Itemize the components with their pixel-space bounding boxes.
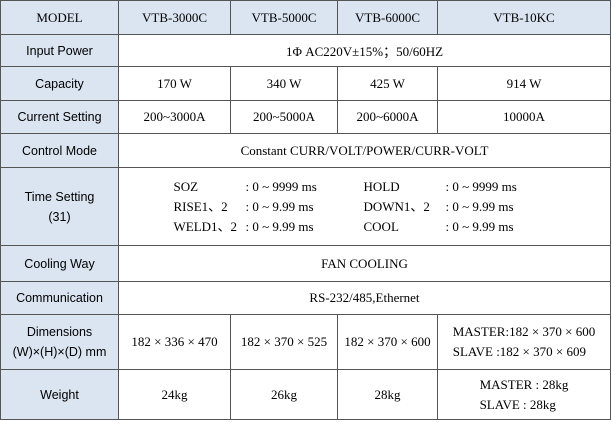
header-cell: VTB-5000C xyxy=(230,0,338,35)
row-label: Cooling Way xyxy=(0,245,119,282)
table-row: Dimensions (W)×(H)×(D) mm 182 × 336 × 470 1… xyxy=(0,314,611,370)
table-row: Input Power 1Φ AC220V±15%；50/60HZ xyxy=(0,34,611,67)
row-label: Control Mode xyxy=(0,133,119,168)
value-cell: Constant CURR/VOLT/POWER/CURR-VOLT xyxy=(118,133,611,168)
cell-line: SLAVE :182 × 370 × 609 xyxy=(452,344,586,359)
cell-line: MASTER : 28kg xyxy=(479,376,569,392)
value-cell: FAN COOLING xyxy=(118,245,611,282)
header-cell: VTB-3000C xyxy=(118,0,231,35)
table-row: Time Setting (31) SOZ : 0 ~ 9999 ms HOLD : 0 … xyxy=(0,167,611,246)
value-cell: 200~5000A xyxy=(230,100,338,134)
time-name: DOWN1、2 xyxy=(363,198,430,214)
time-range: : 0 ~ 9.99 ms xyxy=(445,218,514,234)
value-cell: MASTER : 28kg SLAVE : 28kg xyxy=(437,369,611,420)
label-line: Time Setting xyxy=(24,189,95,204)
value-cell: 200~3000A xyxy=(118,100,231,134)
time-range: : 0 ~ 9999 ms xyxy=(245,178,317,194)
cell-lines: MASTER : 28kg SLAVE : 28kg xyxy=(480,375,569,415)
value-cell: 10000A xyxy=(437,100,611,134)
value-cell: 182 × 370 × 600 xyxy=(337,314,438,370)
row-label: Input Power xyxy=(0,34,119,67)
value-cell: 340 W xyxy=(230,66,338,101)
table-row: Control Mode Constant CURR/VOLT/POWER/CUR… xyxy=(0,133,611,168)
row-label: Communication xyxy=(0,281,119,315)
table-row: Capacity 170 W 340 W 425 W 914 W xyxy=(0,66,611,101)
label-line: (31) xyxy=(48,209,71,224)
table-row: Cooling Way FAN COOLING xyxy=(0,245,611,282)
row-label: Dimensions (W)×(H)×(D) mm xyxy=(0,314,119,370)
value-cell: 24kg xyxy=(118,369,231,420)
label-line: (W)×(H)×(D) mm xyxy=(12,345,107,359)
value-cell: 182 × 370 × 525 xyxy=(230,314,338,370)
header-row: MODEL VTB-3000C VTB-5000C VTB-6000C VTB-10KC xyxy=(0,0,611,35)
row-label: Weight xyxy=(0,369,119,420)
value-cell: 170 W xyxy=(118,66,231,101)
time-name: SOZ xyxy=(173,178,199,194)
value-cell: SOZ : 0 ~ 9999 ms HOLD : 0 ~ 9999 ms RISE1、2… xyxy=(118,167,611,246)
time-name: HOLD xyxy=(363,178,400,194)
row-label: Current Setting xyxy=(0,100,119,134)
time-range: : 0 ~ 9.99 ms xyxy=(245,218,314,234)
cell-lines: MASTER:182 × 370 × 600 SLAVE :182 × 370 ×… xyxy=(453,322,596,362)
cell-line: SLAVE : 28kg xyxy=(479,396,556,412)
time-grid: SOZ : 0 ~ 9999 ms HOLD : 0 ~ 9999 ms RISE1、2… xyxy=(121,177,608,237)
value-cell: RS-232/485,Ethernet xyxy=(118,281,611,315)
value-cell: 914 W xyxy=(437,66,611,101)
time-range: : 0 ~ 9.99 ms xyxy=(245,198,314,214)
header-cell: MODEL xyxy=(0,0,119,35)
value-cell: 200~6000A xyxy=(337,100,438,134)
value-cell: 28kg xyxy=(337,369,438,420)
time-name: WELD1、2 xyxy=(173,218,238,234)
time-name: RISE1、2 xyxy=(173,198,228,214)
value-cell: MASTER:182 × 370 × 600 SLAVE :182 × 370 ×… xyxy=(437,314,611,370)
table-row: Current Setting 200~3000A 200~5000A 200~600… xyxy=(0,100,611,134)
value-cell: 26kg xyxy=(230,369,338,420)
value-cell: 425 W xyxy=(337,66,438,101)
label-line: Dimensions xyxy=(26,325,93,339)
time-name: COOL xyxy=(363,218,399,234)
cell-line: MASTER:182 × 370 × 600 xyxy=(452,324,596,339)
time-range: : 0 ~ 9999 ms xyxy=(445,178,517,194)
value-cell: 1Φ AC220V±15%；50/60HZ xyxy=(118,34,611,67)
value-cell: 182 × 336 × 470 xyxy=(118,314,231,370)
header-cell: VTB-6000C xyxy=(337,0,438,35)
table-row: Communication RS-232/485,Ethernet xyxy=(0,281,611,315)
time-range: : 0 ~ 9.99 ms xyxy=(445,198,514,214)
table-row: Weight 24kg 26kg 28kg MASTER : 28kg SLAVE : 2… xyxy=(0,369,611,420)
header-cell: VTB-10KC xyxy=(437,0,611,35)
row-label: Time Setting (31) xyxy=(0,167,119,246)
row-label: Capacity xyxy=(0,66,119,101)
table-body: Input Power 1Φ AC220V±15%；50/60HZ Capacity… xyxy=(0,34,611,420)
